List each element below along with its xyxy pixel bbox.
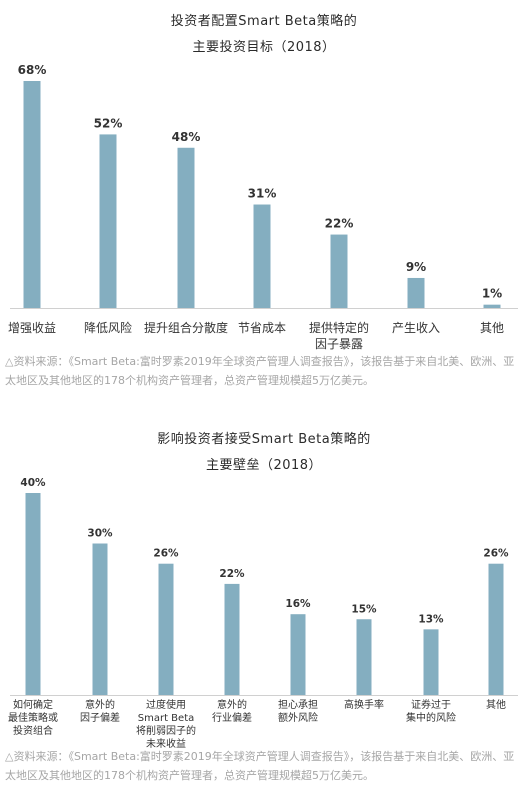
bar (25, 493, 41, 695)
category-label: 其他 (480, 321, 504, 335)
chart-title-line2: 主要壁垒（2018） (205, 458, 323, 473)
chart-title-line1: 影响投资者接受Smart Beta策略的 (157, 432, 371, 447)
bar-chart-investment-goals: 68% 增强收益 52% 降低风险 48% 提升组合分散度 31% 节省成本 22% 提供特定的因… (8, 63, 518, 350)
data-label: 15% (351, 603, 377, 615)
bar (488, 563, 504, 695)
bar (330, 234, 348, 308)
category-label: 产生收入 (392, 321, 440, 335)
category-label: 提供特定的因子暴露 (309, 320, 369, 350)
data-label: 31% (248, 187, 277, 201)
category-label: 意外的行业偏差 (212, 698, 252, 724)
data-label: 9% (406, 260, 426, 274)
category-label: 其他 (486, 698, 506, 711)
bar (483, 304, 501, 308)
source-note: △资料来源：《Smart Beta:富时罗素2019年全球资产管理人调查报告》，… (5, 355, 515, 387)
bar (290, 614, 306, 695)
category-label: 降低风险 (84, 320, 132, 335)
data-label: 52% (94, 116, 123, 130)
category-label: 证券过于集中的风险 (406, 698, 456, 724)
chart-title-line1: 投资者配置Smart Beta策略的 (170, 14, 358, 29)
category-label: 增强收益 (8, 321, 56, 335)
chart-panel-adoption-barriers: 影响投资者接受Smart Beta策略的 主要壁垒（2018） 40% 如何确定最… (0, 418, 528, 812)
data-label: 16% (285, 598, 311, 610)
category-label: 节省成本 (238, 321, 286, 335)
bar-chart-adoption-barriers: 40% 如何确定最佳策略或投资组合 30% 意外的因子偏差 26% 过度使用 Smart B… (8, 477, 518, 750)
data-label: 48% (172, 130, 201, 144)
bar (177, 147, 195, 308)
bar (224, 583, 240, 695)
data-label: 1% (482, 287, 502, 301)
data-label: 40% (20, 477, 46, 489)
bar (99, 134, 117, 308)
data-label: 30% (87, 528, 113, 540)
chart-panel-investment-goals: 投资者配置Smart Beta策略的 主要投资目标（2018） 68% 增强收益 5… (0, 0, 528, 405)
category-label: 高换手率 (344, 698, 384, 711)
data-label: 22% (325, 217, 354, 231)
data-label: 13% (418, 613, 444, 625)
bar (158, 563, 174, 695)
bar (407, 277, 425, 308)
category-label: 提升组合分散度 (144, 320, 228, 335)
bar (253, 204, 271, 308)
data-label: 68% (18, 63, 47, 77)
category-label: 过度使用 Smart Beta 将削弱因子的未来收益 (136, 698, 196, 750)
source-note: △资料来源：《Smart Beta:富时罗素2019年全球资产管理人调查报告》，… (5, 750, 515, 782)
data-label: 26% (153, 548, 179, 560)
bar (92, 543, 108, 695)
bar (423, 629, 439, 695)
data-label: 22% (219, 568, 245, 580)
data-label: 26% (483, 548, 509, 560)
category-label: 如何确定最佳策略或投资组合 (8, 698, 58, 737)
category-label: 意外的因子偏差 (80, 698, 120, 724)
category-label: 担心承担额外风险 (278, 699, 318, 724)
chart-title-line2: 主要投资目标（2018） (192, 40, 336, 55)
bar (356, 619, 372, 695)
bar (23, 81, 41, 308)
